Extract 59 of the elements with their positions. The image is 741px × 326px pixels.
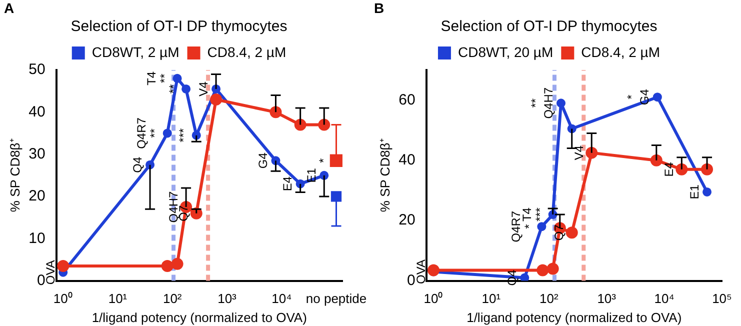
annotation: E4: [662, 162, 676, 177]
y-axis-title: % SP CD8β⁺: [7, 138, 22, 212]
y-tick-label: 0: [406, 272, 416, 289]
annotation: Q4R7: [134, 117, 149, 149]
text: B: [374, 0, 384, 16]
annotation: ***: [533, 207, 548, 222]
y-tick-label: 20: [28, 188, 46, 205]
y-tick-label: 10: [28, 230, 46, 247]
annotation: **: [528, 98, 542, 108]
annotation: G4: [638, 88, 652, 106]
annotation: Q4R7: [509, 210, 523, 242]
legend-label: CD8WT, 2 µM: [92, 44, 180, 60]
annotation: OVA: [414, 260, 428, 284]
annotation: E1: [304, 168, 318, 183]
x-tick-label: 10⁰: [53, 291, 73, 306]
x-tick-label: 10¹: [482, 291, 502, 306]
x-tick-label: 10²: [540, 291, 559, 306]
y-axis-title: % SP CD8β⁺: [377, 138, 392, 212]
x-tick-label: 10⁴: [654, 291, 674, 306]
annotation: Q4H7: [166, 191, 180, 223]
x-tick-label: 10¹: [108, 291, 128, 306]
y-tick-label: 0: [36, 272, 46, 289]
y-tick-label: 60: [398, 91, 416, 108]
chart-title: Selection of OT-I DP thymocytes: [70, 18, 288, 36]
x-tick-label: no peptide: [306, 291, 367, 306]
y-tick-label: 30: [28, 145, 46, 162]
annotation: *: [316, 158, 331, 163]
annotation: ***: [176, 128, 191, 142]
x-tick-label: 10⁰: [424, 291, 444, 306]
x-tick-label: 10⁵: [712, 291, 732, 306]
y-tick-label: 50: [28, 61, 46, 78]
x-tick-label: 10³: [218, 291, 238, 306]
annotation: Q4: [130, 156, 144, 173]
x-axis-title: 1/ligand potency (normalized to OVA): [466, 310, 682, 325]
annotation: T4: [144, 71, 159, 86]
annotation: T4: [520, 207, 534, 222]
annotation: **: [158, 73, 172, 84]
annotation: Q4H7: [541, 87, 556, 119]
x-axis-title: 1/ligand potency (normalized to OVA): [92, 310, 307, 325]
x-tick-label: 10³: [597, 291, 617, 306]
annotation: E4: [280, 176, 295, 192]
x-tick-label: 10⁴: [272, 291, 292, 306]
legend-label: CD8.4, 2 µM: [207, 44, 286, 60]
y-tick-label: 40: [398, 151, 416, 168]
annotation: E1: [687, 184, 702, 200]
annotation: **: [166, 84, 180, 94]
annotation: **: [148, 128, 162, 138]
text: A: [4, 0, 14, 16]
legend-label: CD8.4, 2 µM: [581, 44, 660, 60]
x-tick-label: 10²: [162, 291, 182, 306]
annotation: V4: [196, 81, 210, 96]
y-tick-label: 20: [398, 212, 416, 229]
chart-title: Selection of OT-I DP thymocytes: [440, 18, 658, 36]
annotation: *: [624, 94, 639, 100]
legend-label: CD8WT, 20 µM: [458, 44, 554, 60]
annotation: *: [522, 224, 536, 229]
y-tick-label: 40: [28, 103, 46, 120]
annotation: G4: [256, 152, 270, 169]
annotation: Q7: [552, 224, 566, 241]
